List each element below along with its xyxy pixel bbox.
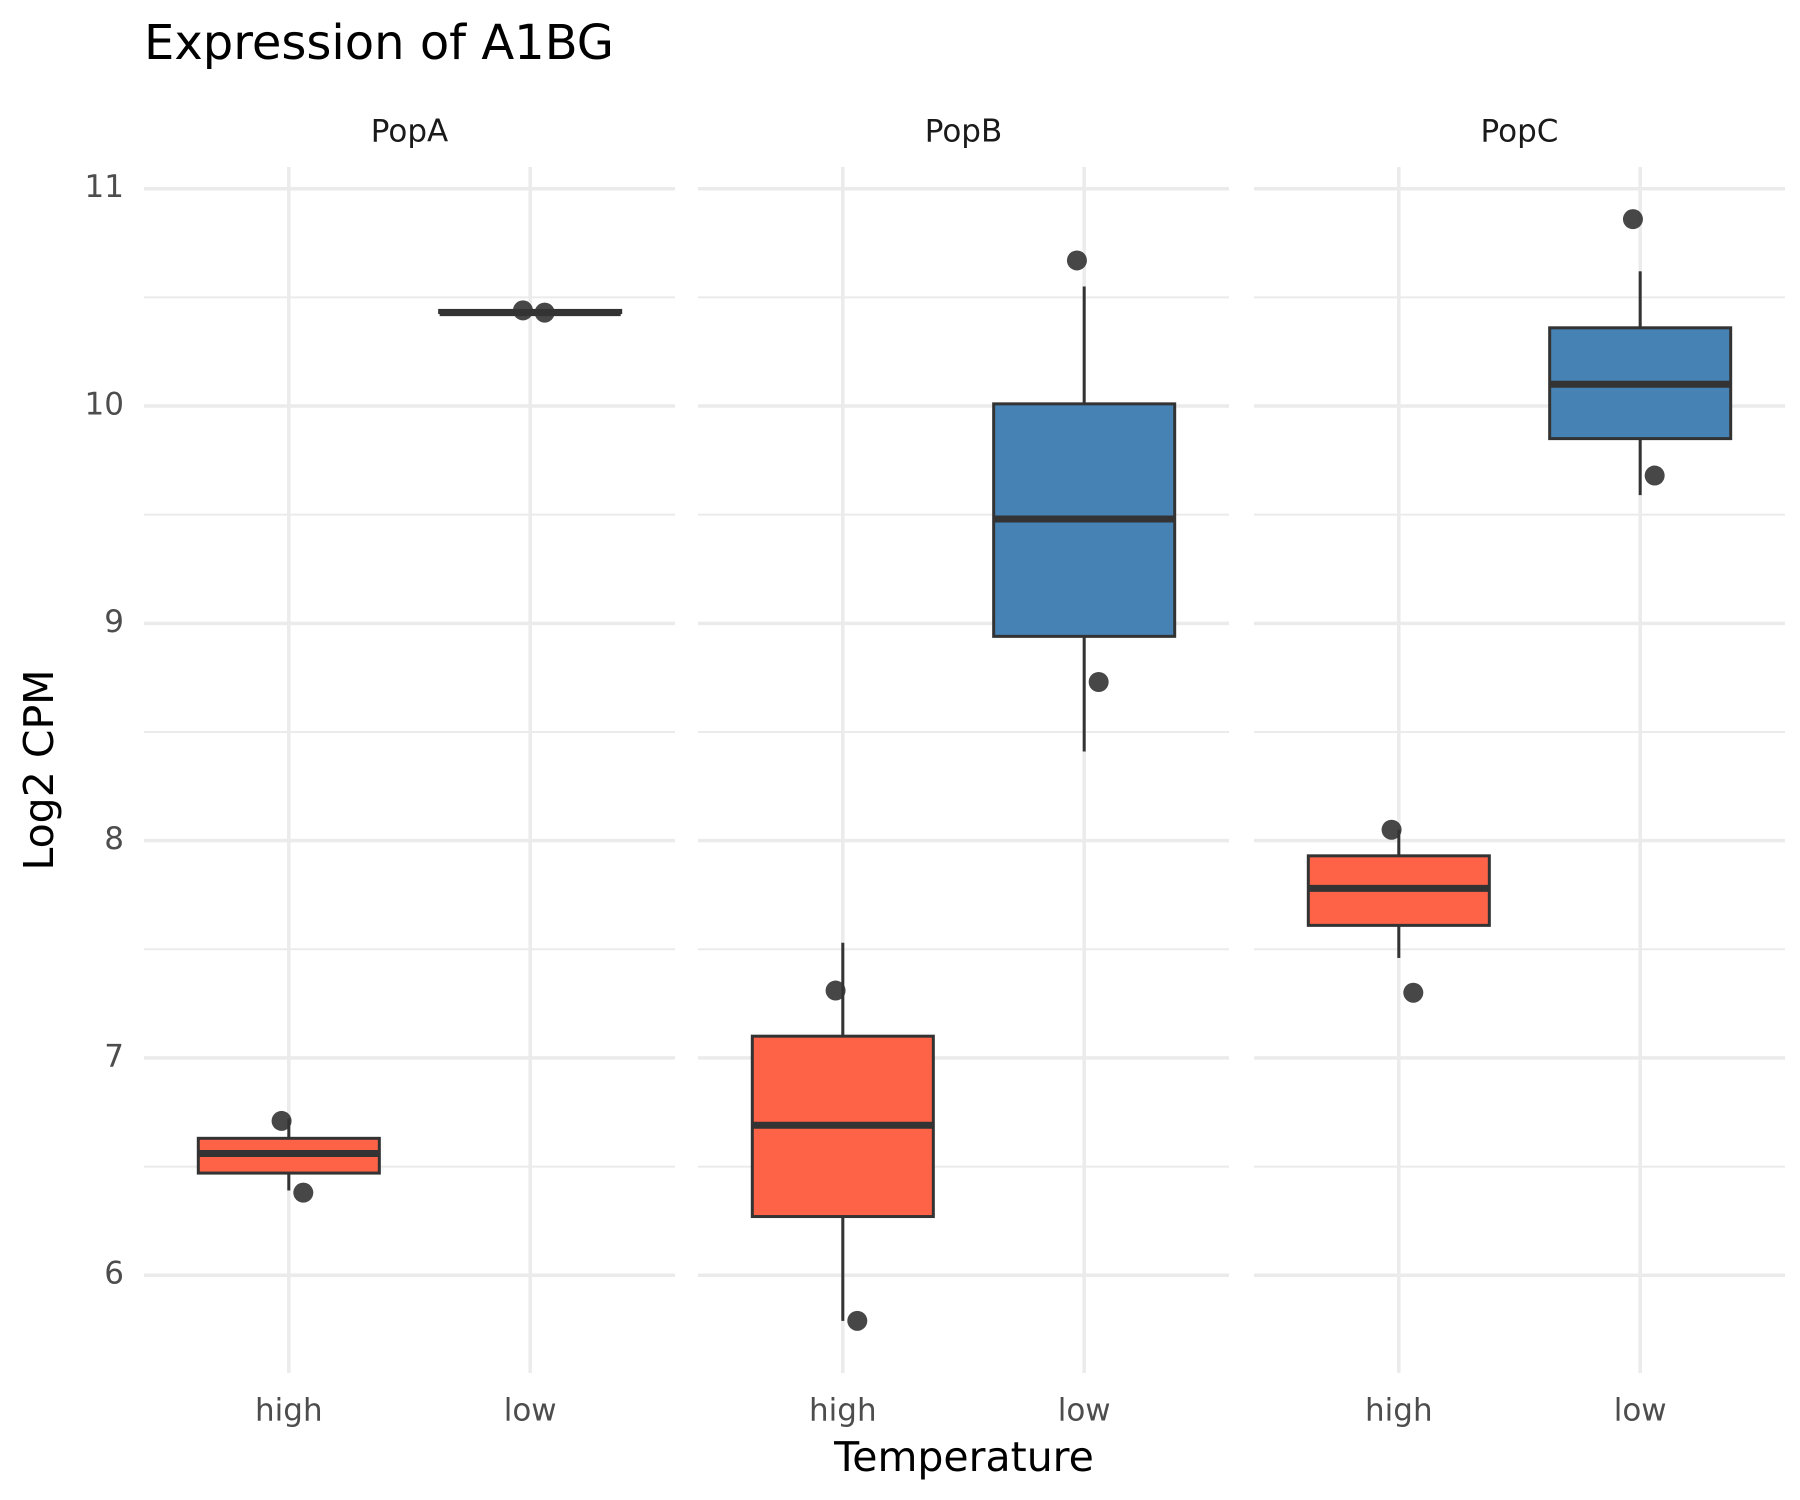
data-point bbox=[825, 980, 846, 1001]
y-tick-label: 7 bbox=[104, 1038, 124, 1074]
y-tick-label: 8 bbox=[104, 821, 124, 857]
data-point bbox=[847, 1310, 868, 1331]
x-axis-label: Temperature bbox=[833, 1433, 1094, 1481]
data-point bbox=[1622, 209, 1643, 230]
x-tick-label: low bbox=[504, 1393, 557, 1429]
x-tick-label: high bbox=[255, 1393, 323, 1429]
data-point bbox=[512, 300, 533, 321]
y-tick-label: 11 bbox=[85, 169, 124, 205]
x-tick-label: low bbox=[1058, 1393, 1111, 1429]
data-point bbox=[1066, 250, 1087, 271]
data-point bbox=[1644, 465, 1665, 486]
chart-title: Expression of A1BG bbox=[144, 15, 614, 71]
data-point bbox=[1403, 982, 1424, 1003]
y-tick-label: 6 bbox=[104, 1256, 124, 1292]
data-point bbox=[271, 1110, 292, 1131]
x-tick-label: high bbox=[809, 1393, 877, 1429]
strip-label: PopA bbox=[371, 114, 448, 150]
strip-label: PopB bbox=[925, 114, 1003, 150]
y-tick-label: 10 bbox=[85, 387, 124, 423]
x-tick-label: high bbox=[1365, 1393, 1433, 1429]
data-point bbox=[293, 1182, 314, 1203]
data-point bbox=[1381, 819, 1402, 840]
data-point bbox=[1088, 671, 1109, 692]
strip-label: PopC bbox=[1481, 114, 1559, 150]
y-tick-label: 9 bbox=[104, 604, 124, 640]
y-axis-label: Log2 CPM bbox=[15, 669, 63, 870]
x-tick-label: low bbox=[1614, 1393, 1667, 1429]
data-point bbox=[534, 302, 555, 323]
